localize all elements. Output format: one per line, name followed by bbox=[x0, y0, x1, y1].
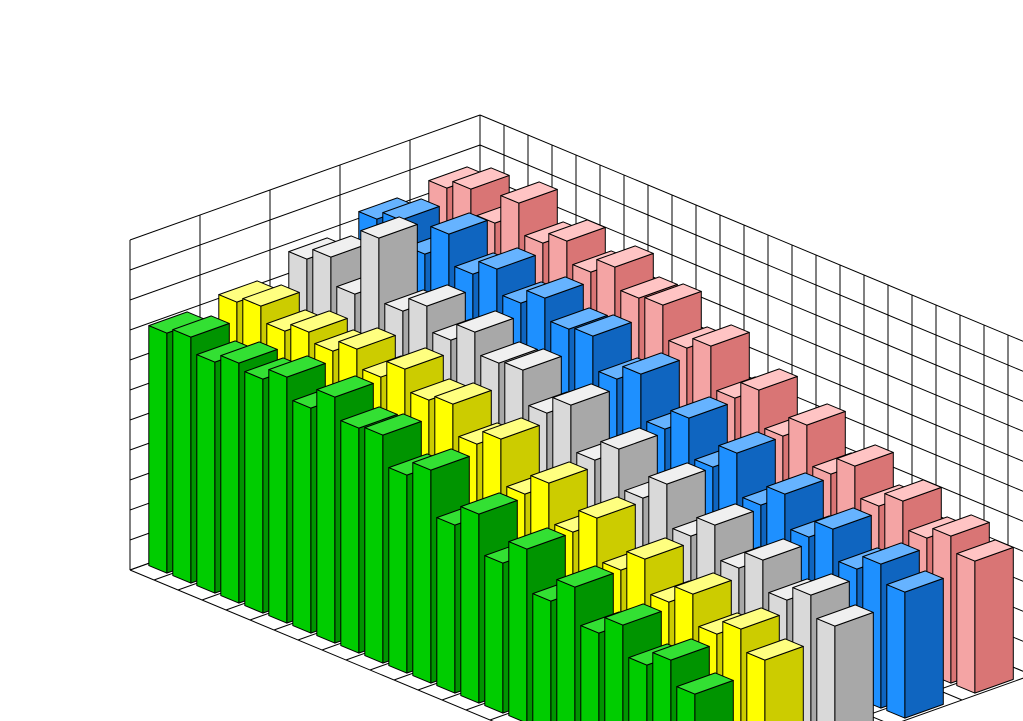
bar3d-chart bbox=[0, 0, 1023, 721]
chart-bars bbox=[149, 167, 1014, 721]
